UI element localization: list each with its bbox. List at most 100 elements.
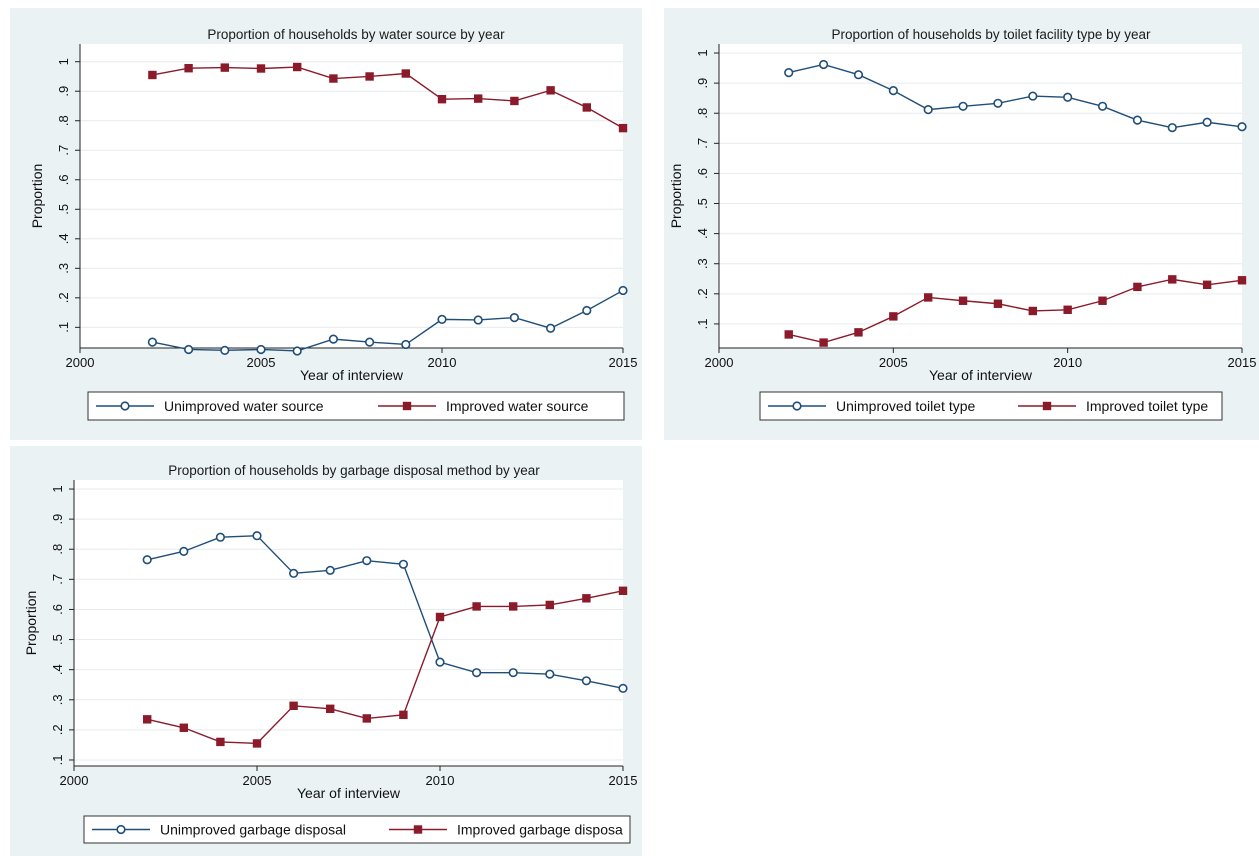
x-axis-label: Year of interview bbox=[929, 367, 1033, 383]
y-tick-label: .3 bbox=[56, 263, 71, 274]
data-point bbox=[546, 86, 555, 95]
y-tick-label: 1 bbox=[50, 485, 65, 492]
data-point bbox=[184, 344, 194, 355]
data-point bbox=[143, 715, 152, 724]
x-tick-label: 2010 bbox=[426, 773, 455, 788]
data-point bbox=[582, 594, 591, 603]
legend-marker bbox=[792, 401, 802, 411]
series-line bbox=[147, 590, 624, 745]
data-point bbox=[582, 305, 592, 316]
data-point bbox=[854, 328, 863, 337]
data-point bbox=[474, 94, 483, 103]
data-point bbox=[510, 96, 519, 106]
data-point bbox=[148, 70, 157, 80]
y-tick-label: 1 bbox=[695, 49, 710, 56]
data-point bbox=[142, 555, 152, 565]
series-line bbox=[788, 63, 1243, 129]
legend-label: Unimproved garbage disposal bbox=[160, 822, 346, 838]
y-tick-label: .4 bbox=[695, 228, 710, 239]
y-tick-label: .6 bbox=[56, 174, 71, 185]
data-point bbox=[1097, 101, 1108, 111]
data-point bbox=[618, 123, 628, 133]
data-point bbox=[365, 72, 374, 81]
data-point bbox=[437, 94, 447, 104]
data-point bbox=[1063, 92, 1073, 102]
data-point bbox=[509, 602, 518, 611]
y-tick-label: .7 bbox=[56, 145, 71, 156]
x-axis-label: Year of interview bbox=[300, 367, 404, 383]
x-axis-label: Year of interview bbox=[297, 785, 401, 801]
data-point bbox=[1202, 117, 1212, 127]
data-point bbox=[618, 285, 628, 296]
legend-box bbox=[759, 391, 1223, 421]
data-point bbox=[289, 701, 298, 710]
data-point bbox=[256, 344, 266, 355]
data-point bbox=[401, 339, 411, 350]
legend-box bbox=[83, 815, 631, 844]
legend-label: Unimproved water source bbox=[164, 398, 324, 414]
series-line bbox=[152, 66, 624, 129]
x-tick-label: 2010 bbox=[428, 355, 457, 370]
data-point bbox=[362, 556, 372, 566]
data-point bbox=[618, 586, 628, 595]
data-point bbox=[179, 546, 189, 556]
data-point bbox=[958, 101, 968, 111]
chart-title: Proportion of households by garbage disp… bbox=[168, 463, 540, 478]
data-point bbox=[252, 531, 262, 541]
legend-marker bbox=[402, 401, 412, 411]
chart-title: Proportion of households by toilet facil… bbox=[832, 27, 1151, 42]
x-tick-label: 2005 bbox=[243, 773, 272, 788]
data-point bbox=[216, 737, 225, 747]
data-point bbox=[1098, 296, 1107, 305]
data-point bbox=[472, 668, 482, 678]
chart-panel-water: Proportion of households by water source… bbox=[10, 8, 642, 440]
data-point bbox=[365, 337, 375, 347]
data-point bbox=[328, 334, 339, 344]
data-point bbox=[819, 338, 828, 347]
x-tick-label: 2005 bbox=[247, 355, 276, 370]
y-tick-label: .6 bbox=[695, 168, 710, 179]
legend-label: Improved toilet type bbox=[1086, 398, 1208, 414]
data-point bbox=[473, 315, 483, 325]
data-point bbox=[325, 565, 335, 575]
x-tick-label: 2010 bbox=[1053, 355, 1082, 370]
data-point bbox=[545, 600, 554, 610]
data-point bbox=[401, 69, 410, 78]
data-point bbox=[545, 323, 556, 333]
plot-area bbox=[719, 44, 1242, 348]
data-point bbox=[889, 312, 898, 321]
x-tick-label: 2015 bbox=[609, 355, 638, 370]
y-tick-label: .2 bbox=[695, 288, 710, 299]
x-tick-label: 2005 bbox=[879, 355, 908, 370]
chart-water-source: Proportion of households by water source… bbox=[29, 27, 638, 421]
data-point bbox=[184, 64, 193, 73]
series-line bbox=[152, 289, 624, 352]
data-point bbox=[329, 74, 338, 83]
y-tick-label: .4 bbox=[50, 664, 65, 675]
y-tick-label: .9 bbox=[695, 78, 710, 89]
y-axis-label: Proportion bbox=[29, 164, 45, 229]
data-point bbox=[993, 98, 1003, 108]
legend-box bbox=[87, 391, 625, 421]
y-tick-label: .1 bbox=[56, 322, 71, 333]
data-point bbox=[147, 337, 157, 347]
data-point bbox=[1028, 91, 1038, 101]
data-point bbox=[853, 70, 864, 80]
y-tick-label: .8 bbox=[56, 115, 71, 126]
data-point bbox=[220, 63, 229, 72]
legend-marker bbox=[1042, 401, 1052, 411]
y-tick-label: 1 bbox=[56, 58, 71, 65]
y-tick-label: .8 bbox=[50, 544, 65, 555]
y-tick-label: .2 bbox=[50, 724, 65, 735]
data-point bbox=[1237, 276, 1247, 285]
legend-marker bbox=[116, 824, 126, 835]
data-point bbox=[326, 704, 335, 713]
data-point bbox=[1132, 115, 1143, 125]
data-point bbox=[256, 64, 266, 73]
y-axis-label: Proportion bbox=[23, 591, 39, 656]
y-tick-label: .3 bbox=[695, 258, 710, 269]
data-point bbox=[924, 293, 933, 302]
chart-panel-toilet: Proportion of households by toilet facil… bbox=[664, 8, 1259, 440]
data-point bbox=[1202, 280, 1212, 289]
data-point bbox=[958, 296, 968, 305]
